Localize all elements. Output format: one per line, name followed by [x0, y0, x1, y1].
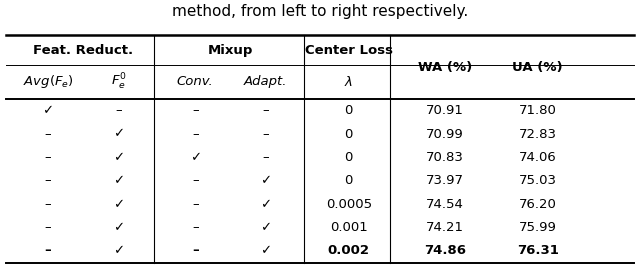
Text: ✓: ✓: [113, 128, 124, 140]
Text: 74.21: 74.21: [426, 221, 464, 234]
Text: –: –: [262, 104, 269, 117]
Text: WA (%): WA (%): [418, 61, 472, 74]
Text: –: –: [262, 151, 269, 164]
Text: Adapt.: Adapt.: [244, 75, 287, 88]
Text: 0: 0: [344, 151, 353, 164]
Text: $F_e^0$: $F_e^0$: [111, 72, 126, 92]
Text: –: –: [192, 104, 198, 117]
Text: –: –: [262, 128, 269, 140]
Text: ✓: ✓: [113, 151, 124, 164]
Text: 74.86: 74.86: [424, 244, 466, 258]
Text: 0.001: 0.001: [330, 221, 367, 234]
Text: –: –: [192, 174, 198, 187]
Text: 70.83: 70.83: [426, 151, 464, 164]
Text: 70.99: 70.99: [426, 128, 463, 140]
Text: Conv.: Conv.: [177, 75, 214, 88]
Text: 72.83: 72.83: [518, 128, 557, 140]
Text: 0: 0: [344, 174, 353, 187]
Text: –: –: [115, 104, 122, 117]
Text: –: –: [192, 244, 198, 258]
Text: –: –: [45, 174, 51, 187]
Text: –: –: [45, 221, 51, 234]
Text: –: –: [45, 151, 51, 164]
Text: ✓: ✓: [113, 221, 124, 234]
Text: method, from left to right respectively.: method, from left to right respectively.: [172, 4, 468, 19]
Text: 76.20: 76.20: [518, 198, 557, 211]
Text: 0.0005: 0.0005: [326, 198, 372, 211]
Text: 0: 0: [344, 104, 353, 117]
Text: 75.99: 75.99: [518, 221, 557, 234]
Text: 0.002: 0.002: [328, 244, 370, 258]
Text: ✓: ✓: [113, 174, 124, 187]
Text: –: –: [45, 128, 51, 140]
Text: –: –: [192, 128, 198, 140]
Text: 0: 0: [344, 128, 353, 140]
Text: 73.97: 73.97: [426, 174, 464, 187]
Text: 76.31: 76.31: [516, 244, 559, 258]
Text: ✓: ✓: [113, 198, 124, 211]
Text: ✓: ✓: [260, 244, 271, 258]
Text: 74.06: 74.06: [519, 151, 556, 164]
Text: 75.03: 75.03: [518, 174, 557, 187]
Text: Center Loss: Center Loss: [305, 44, 393, 57]
Text: ✓: ✓: [42, 104, 54, 117]
Text: 74.54: 74.54: [426, 198, 464, 211]
Text: 71.80: 71.80: [518, 104, 557, 117]
Text: Feat. Reduct.: Feat. Reduct.: [33, 44, 133, 57]
Text: UA (%): UA (%): [512, 61, 563, 74]
Text: $\lambda$: $\lambda$: [344, 75, 353, 89]
Text: –: –: [45, 198, 51, 211]
Text: ✓: ✓: [113, 244, 124, 258]
Text: $Avg(F_e)$: $Avg(F_e)$: [22, 73, 74, 90]
Text: –: –: [192, 221, 198, 234]
Text: ✓: ✓: [260, 198, 271, 211]
Text: 70.91: 70.91: [426, 104, 464, 117]
Text: Mixup: Mixup: [208, 44, 253, 57]
Text: –: –: [192, 198, 198, 211]
Text: ✓: ✓: [260, 174, 271, 187]
Text: ✓: ✓: [260, 221, 271, 234]
Text: –: –: [45, 244, 51, 258]
Text: ✓: ✓: [189, 151, 201, 164]
